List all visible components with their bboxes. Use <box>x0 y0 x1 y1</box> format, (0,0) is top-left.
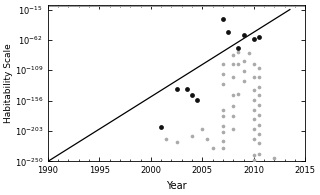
Point <box>236 63 241 66</box>
Point <box>256 104 261 107</box>
Point <box>220 115 226 118</box>
Point <box>241 60 246 63</box>
Point <box>256 36 261 39</box>
Point <box>159 126 164 129</box>
Point <box>231 53 236 56</box>
Point <box>220 63 226 66</box>
Point <box>205 137 210 140</box>
Point <box>231 94 236 97</box>
Point <box>174 88 179 91</box>
Point <box>148 168 153 171</box>
Point <box>200 128 205 131</box>
Point <box>256 76 261 79</box>
Point <box>174 140 179 144</box>
Point <box>251 159 256 162</box>
Point <box>241 34 246 37</box>
Point <box>220 139 226 142</box>
Point <box>272 157 277 160</box>
Point <box>220 82 226 85</box>
X-axis label: Year: Year <box>166 181 187 191</box>
Point <box>231 128 236 131</box>
Point <box>256 113 261 116</box>
Point <box>251 98 256 102</box>
Point <box>210 147 215 150</box>
Point <box>164 137 169 140</box>
Point <box>251 128 256 131</box>
Point <box>241 69 246 73</box>
Point <box>256 152 261 155</box>
Point <box>251 89 256 92</box>
Point <box>220 18 226 21</box>
Point <box>184 88 189 91</box>
Point <box>226 31 231 34</box>
Point <box>256 133 261 136</box>
Point <box>189 134 195 137</box>
Point <box>251 118 256 121</box>
Y-axis label: Habitability Scale: Habitability Scale <box>4 43 13 123</box>
Point <box>236 47 241 50</box>
Point <box>251 63 256 66</box>
Point <box>246 51 251 54</box>
Point <box>231 115 236 118</box>
Point <box>241 79 246 82</box>
Point <box>220 131 226 134</box>
Point <box>256 123 261 126</box>
Point <box>251 76 256 79</box>
Point <box>236 50 241 53</box>
Point <box>231 105 236 108</box>
Point <box>251 153 256 157</box>
Point <box>251 37 256 40</box>
Point <box>256 66 261 69</box>
Point <box>189 94 195 97</box>
Point <box>220 147 226 150</box>
Point <box>256 86 261 89</box>
Point <box>195 98 200 102</box>
Point <box>256 94 261 97</box>
Point <box>231 63 236 66</box>
Point <box>256 142 261 145</box>
Point <box>251 108 256 111</box>
Point <box>220 108 226 111</box>
Point <box>251 137 256 140</box>
Point <box>220 73 226 76</box>
Point <box>220 124 226 128</box>
Point <box>231 76 236 79</box>
Point <box>236 92 241 95</box>
